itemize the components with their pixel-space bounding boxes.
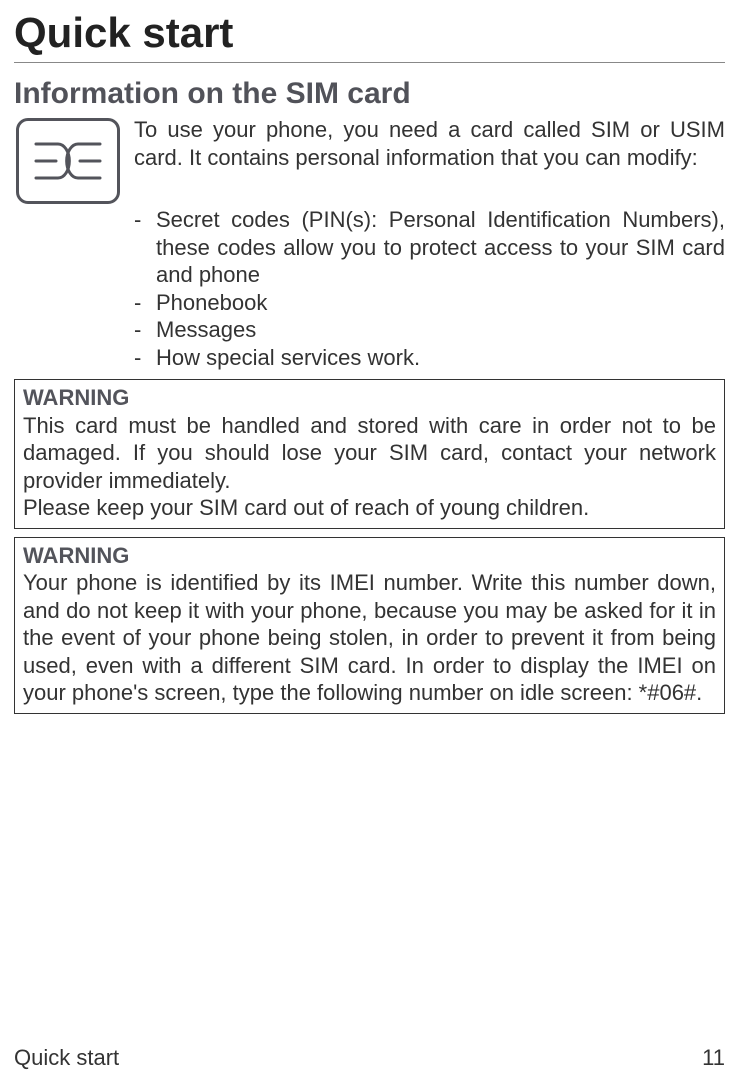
bullet-item: - Phonebook xyxy=(134,289,725,317)
bullet-text: Phonebook xyxy=(156,289,725,317)
warning-title: WARNING xyxy=(23,384,716,412)
horizontal-rule xyxy=(14,62,725,63)
warning-text: This card must be handled and stored wit… xyxy=(23,412,716,495)
section-heading: Information on the SIM card xyxy=(14,77,725,110)
warning-text: Please keep your SIM card out of reach o… xyxy=(23,494,716,522)
warning-box-2: WARNING Your phone is identified by its … xyxy=(14,537,725,714)
bullet-text: How special services work. xyxy=(156,344,725,372)
footer-page-number: 11 xyxy=(702,1045,725,1071)
bullet-text: Secret codes (PIN(s): Personal Identific… xyxy=(156,206,725,289)
bullet-item: - How special services work. xyxy=(134,344,725,372)
sim-card-icon xyxy=(14,116,122,206)
intro-text: To use your phone, you need a card calle… xyxy=(134,116,725,171)
warning-box-1: WARNING This card must be handled and st… xyxy=(14,379,725,529)
page-title: Quick start xyxy=(14,10,725,56)
footer-left: Quick start xyxy=(14,1045,119,1071)
warning-text: Your phone is identified by its IMEI num… xyxy=(23,569,716,707)
warning-title: WARNING xyxy=(23,542,716,570)
bullet-item: - Messages xyxy=(134,316,725,344)
bullet-text: Messages xyxy=(156,316,725,344)
bullet-item: - Secret codes (PIN(s): Personal Identif… xyxy=(134,206,725,289)
